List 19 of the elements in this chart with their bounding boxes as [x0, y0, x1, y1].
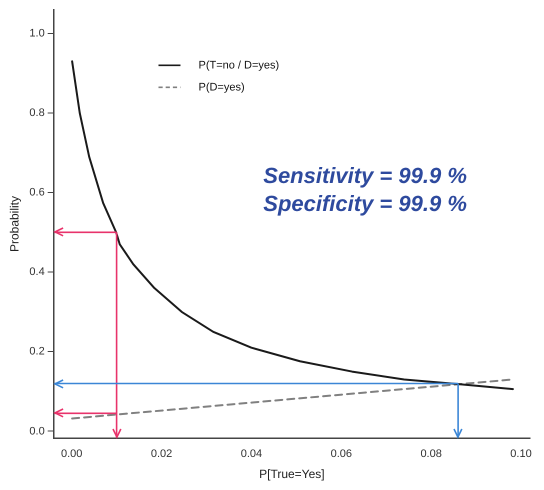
line-series [71, 378, 514, 420]
x-tick-label: 0.02 [150, 448, 172, 460]
x-tick-label: 0.10 [510, 448, 532, 460]
legend-label: P(T=no / D=yes) [198, 59, 280, 72]
y-tick-label: 0.8 [29, 107, 45, 120]
x-tick-label: 0.08 [420, 448, 442, 460]
x-tick-label: 0.00 [60, 448, 82, 460]
legend-label: P(D=yes) [198, 81, 245, 94]
annotation: Sensitivity = 99.9 % [263, 162, 467, 188]
x-tick-label: 0.06 [330, 448, 352, 460]
annotation: Specificity = 99.9 % [263, 190, 467, 216]
y-tick-label: 0.4 [29, 266, 45, 278]
x-tick-label: 0.04 [240, 448, 262, 460]
y-tick-label: 0.6 [29, 186, 45, 199]
y-axis-title: Probability [8, 196, 22, 252]
y-tick-label: 0.0 [29, 425, 45, 438]
x-axis-title: P[True=Yes] [259, 467, 325, 482]
y-tick-label: 1.0 [29, 28, 45, 40]
y-tick-label: 0.2 [29, 346, 45, 358]
